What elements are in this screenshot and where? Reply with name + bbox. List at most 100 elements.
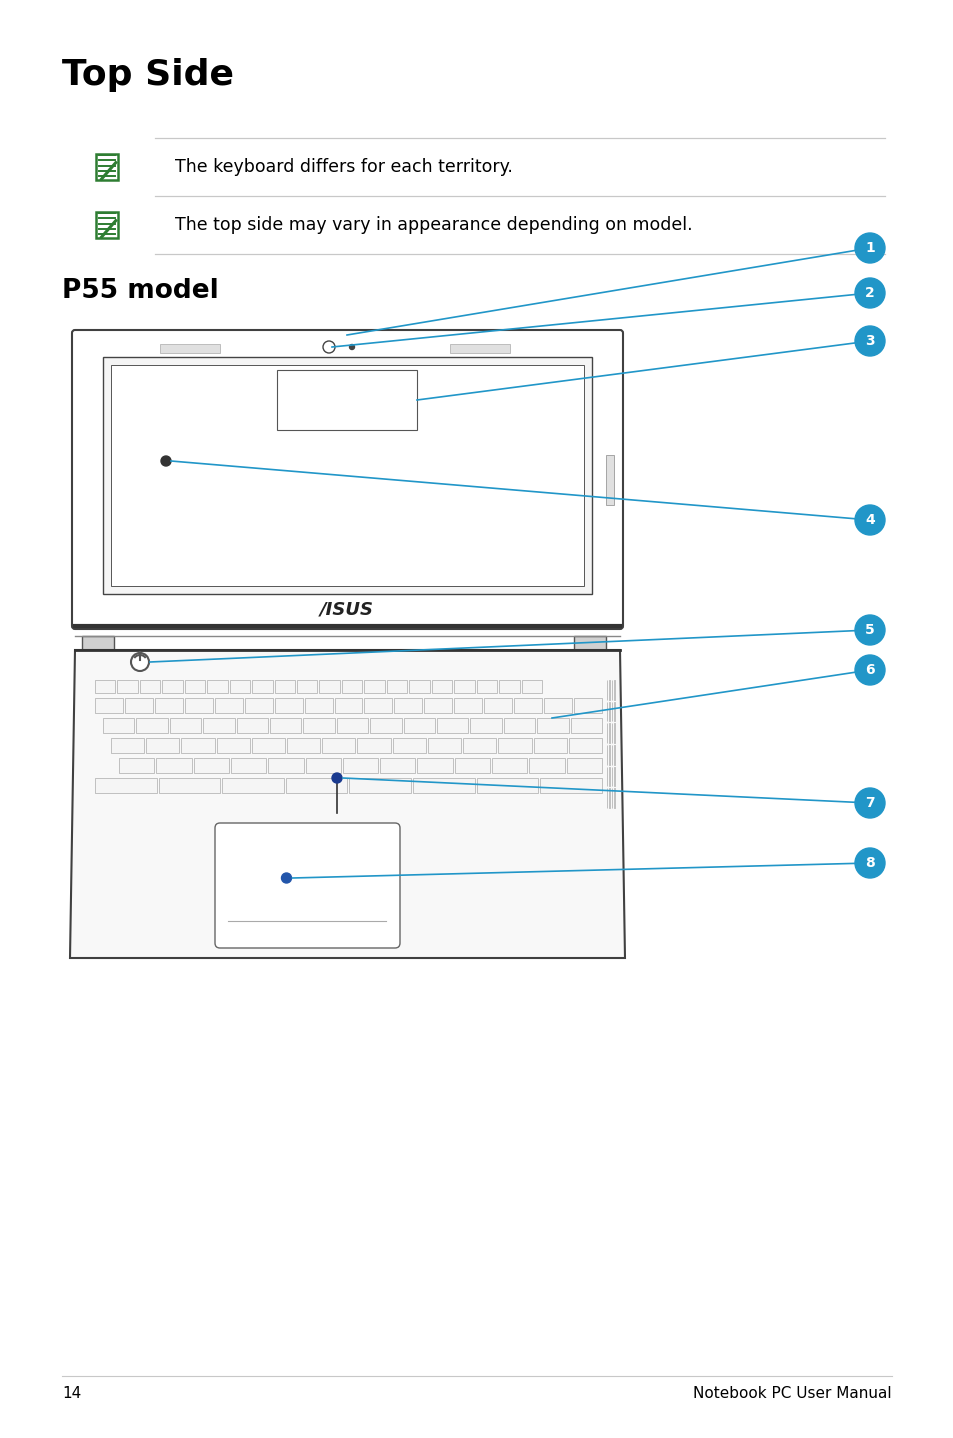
- Bar: [529, 758, 564, 774]
- Text: 6: 6: [864, 663, 874, 677]
- Bar: [111, 738, 144, 754]
- Bar: [539, 778, 601, 792]
- Text: Notebook PC User Manual: Notebook PC User Manual: [693, 1385, 891, 1401]
- Circle shape: [854, 615, 884, 646]
- Bar: [185, 697, 213, 713]
- Bar: [136, 718, 168, 733]
- Bar: [103, 357, 592, 594]
- Bar: [319, 680, 339, 693]
- Bar: [296, 680, 317, 693]
- Bar: [276, 370, 416, 430]
- Bar: [146, 738, 179, 754]
- Bar: [160, 344, 220, 352]
- Bar: [413, 778, 475, 792]
- Bar: [454, 697, 481, 713]
- Bar: [207, 680, 228, 693]
- Bar: [170, 718, 201, 733]
- Bar: [252, 738, 285, 754]
- Bar: [268, 758, 303, 774]
- Bar: [543, 697, 572, 713]
- Bar: [216, 738, 250, 754]
- Bar: [286, 778, 347, 792]
- Bar: [428, 738, 460, 754]
- Bar: [222, 778, 284, 792]
- Circle shape: [332, 774, 341, 784]
- Bar: [514, 697, 541, 713]
- Bar: [341, 680, 362, 693]
- Bar: [370, 718, 401, 733]
- Circle shape: [349, 345, 355, 349]
- Bar: [95, 778, 156, 792]
- Bar: [214, 697, 242, 713]
- Circle shape: [131, 653, 149, 672]
- Bar: [364, 680, 384, 693]
- Bar: [335, 697, 362, 713]
- Bar: [154, 697, 183, 713]
- Bar: [185, 680, 205, 693]
- Bar: [270, 718, 301, 733]
- Bar: [574, 697, 601, 713]
- Bar: [521, 680, 541, 693]
- Text: P55 model: P55 model: [62, 278, 218, 303]
- Bar: [140, 680, 160, 693]
- Bar: [117, 680, 138, 693]
- Bar: [403, 718, 435, 733]
- Circle shape: [854, 788, 884, 818]
- Bar: [193, 758, 229, 774]
- Bar: [82, 636, 113, 650]
- Bar: [570, 718, 601, 733]
- Circle shape: [854, 278, 884, 308]
- Bar: [574, 636, 605, 650]
- Text: 8: 8: [864, 856, 874, 870]
- Bar: [533, 738, 566, 754]
- Bar: [450, 344, 510, 352]
- Bar: [364, 697, 392, 713]
- Circle shape: [854, 326, 884, 357]
- Bar: [357, 738, 391, 754]
- Bar: [304, 697, 333, 713]
- Bar: [393, 738, 425, 754]
- Bar: [119, 758, 154, 774]
- Bar: [462, 738, 496, 754]
- Bar: [379, 758, 415, 774]
- Circle shape: [161, 456, 171, 466]
- Bar: [111, 365, 583, 587]
- Bar: [424, 697, 452, 713]
- Bar: [417, 758, 453, 774]
- Text: /ISUS: /ISUS: [319, 601, 374, 618]
- Text: 14: 14: [62, 1385, 81, 1401]
- Bar: [342, 758, 377, 774]
- Bar: [287, 738, 320, 754]
- Bar: [566, 758, 601, 774]
- Bar: [568, 738, 601, 754]
- Bar: [454, 680, 475, 693]
- FancyBboxPatch shape: [214, 823, 399, 948]
- Bar: [349, 778, 411, 792]
- Circle shape: [281, 873, 292, 883]
- Bar: [498, 680, 519, 693]
- Bar: [497, 738, 531, 754]
- Bar: [158, 778, 220, 792]
- Bar: [484, 697, 512, 713]
- Text: 3: 3: [864, 334, 874, 348]
- Circle shape: [854, 848, 884, 879]
- Bar: [455, 758, 490, 774]
- Bar: [436, 718, 468, 733]
- Bar: [156, 758, 192, 774]
- Bar: [476, 680, 497, 693]
- Bar: [181, 738, 214, 754]
- Bar: [537, 718, 568, 733]
- Bar: [470, 718, 501, 733]
- Bar: [162, 680, 183, 693]
- Bar: [236, 718, 268, 733]
- Bar: [103, 718, 134, 733]
- Polygon shape: [70, 650, 624, 958]
- FancyBboxPatch shape: [96, 154, 118, 180]
- Bar: [125, 697, 152, 713]
- Bar: [305, 758, 340, 774]
- Text: The keyboard differs for each territory.: The keyboard differs for each territory.: [174, 158, 513, 175]
- Bar: [605, 454, 614, 505]
- Bar: [409, 680, 429, 693]
- FancyBboxPatch shape: [96, 211, 118, 239]
- Text: The top side may vary in appearance depending on model.: The top side may vary in appearance depe…: [174, 216, 692, 234]
